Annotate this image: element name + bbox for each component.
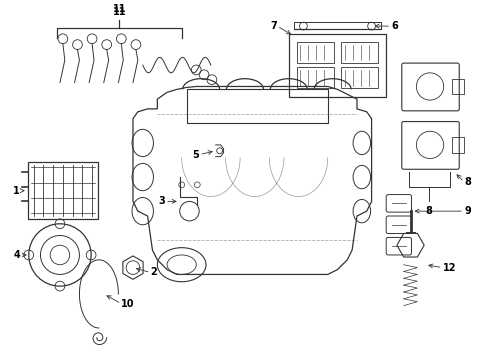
Bar bbox=[296, 42, 333, 63]
Text: 11: 11 bbox=[112, 7, 126, 17]
Bar bbox=[186, 89, 327, 123]
Text: 7: 7 bbox=[270, 21, 277, 31]
Text: 6: 6 bbox=[390, 21, 397, 31]
Text: 5: 5 bbox=[192, 150, 199, 159]
Text: 2: 2 bbox=[150, 267, 157, 278]
Bar bbox=[341, 67, 378, 89]
Text: 8: 8 bbox=[425, 206, 431, 216]
Bar bbox=[451, 137, 463, 153]
Text: 9: 9 bbox=[463, 206, 470, 216]
Text: 3: 3 bbox=[158, 197, 165, 206]
Text: 11: 11 bbox=[112, 4, 126, 14]
Text: 8: 8 bbox=[463, 177, 470, 187]
Text: 12: 12 bbox=[442, 263, 455, 273]
Bar bbox=[451, 79, 463, 94]
Text: 4: 4 bbox=[13, 250, 20, 260]
Text: 1: 1 bbox=[13, 186, 20, 196]
Bar bbox=[296, 67, 333, 89]
Bar bbox=[28, 162, 98, 219]
Bar bbox=[288, 34, 386, 97]
Bar bbox=[341, 42, 378, 63]
Text: 10: 10 bbox=[121, 299, 135, 309]
